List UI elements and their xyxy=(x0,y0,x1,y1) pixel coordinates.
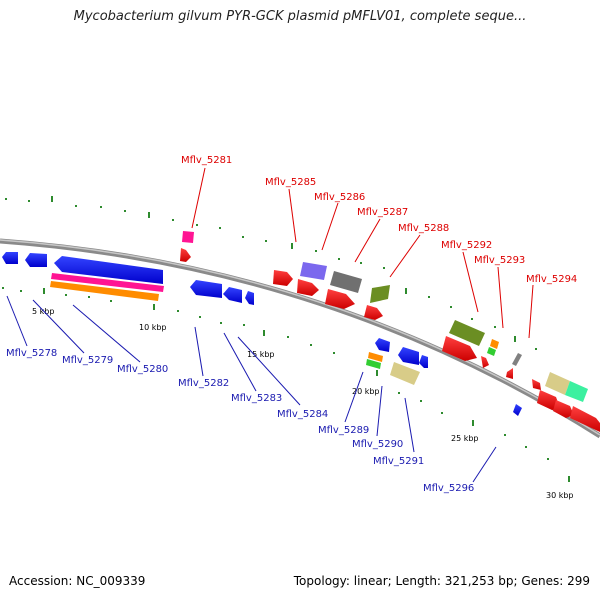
gene-feature[interactable] xyxy=(51,273,164,292)
gene-feature[interactable] xyxy=(54,256,163,284)
gene-label-mflv-5280[interactable]: Mflv_5280 xyxy=(117,364,168,375)
gene-feature[interactable] xyxy=(481,356,489,368)
gene-feature[interactable] xyxy=(300,262,327,280)
tick-label-30: 30 kbp xyxy=(546,491,574,500)
gene-feature[interactable] xyxy=(565,381,588,402)
gene-label-mflv-5289[interactable]: Mflv_5289 xyxy=(318,425,369,436)
gene-feature[interactable] xyxy=(180,248,191,262)
gene-feature[interactable] xyxy=(490,339,499,349)
gene-feature[interactable] xyxy=(545,372,570,395)
forward-genes xyxy=(180,231,600,432)
gene-feature[interactable] xyxy=(364,305,383,320)
gene-label-mflv-5287[interactable]: Mflv_5287 xyxy=(357,207,408,218)
gene-feature[interactable] xyxy=(50,281,159,301)
gene-label-mflv-5278[interactable]: Mflv_5278 xyxy=(6,348,57,359)
gene-label-mflv-5290[interactable]: Mflv_5290 xyxy=(352,439,403,450)
gene-label-mflv-5279[interactable]: Mflv_5279 xyxy=(62,355,113,366)
gene-label-mflv-5282[interactable]: Mflv_5282 xyxy=(178,378,229,389)
gene-feature[interactable] xyxy=(223,287,242,303)
gene-label-mflv-5292[interactable]: Mflv_5292 xyxy=(441,240,492,251)
gene-feature[interactable] xyxy=(570,406,600,432)
tick-label-10: 10 kbp xyxy=(139,323,167,332)
gene-feature[interactable] xyxy=(330,271,362,293)
inner-ticks xyxy=(2,287,570,482)
reverse-genes xyxy=(2,252,522,416)
gene-feature[interactable] xyxy=(419,355,428,368)
gene-label-mflv-5288[interactable]: Mflv_5288 xyxy=(398,223,449,234)
gene-feature[interactable] xyxy=(190,280,222,298)
gene-label-mflv-5296[interactable]: Mflv_5296 xyxy=(423,483,474,494)
gene-feature[interactable] xyxy=(553,400,574,418)
gene-feature[interactable] xyxy=(25,253,47,267)
gene-feature[interactable] xyxy=(513,404,522,416)
gene-label-mflv-5284[interactable]: Mflv_5284 xyxy=(277,409,328,420)
gene-feature[interactable] xyxy=(366,359,381,369)
accession-text: Accession: NC_009339 xyxy=(9,574,146,588)
gene-label-mflv-5281[interactable]: Mflv_5281 xyxy=(181,155,232,166)
gene-feature[interactable] xyxy=(375,338,390,352)
tick-labels: 5 kbp 10 kbp 15 kbp 20 kbp 25 kbp 30 kbp xyxy=(32,307,574,500)
tick-label-5: 5 kbp xyxy=(32,307,54,316)
map-title: Mycobacterium gilvum PYR-GCK plasmid pMF… xyxy=(73,9,527,24)
forward-gene-labels: Mflv_5281 Mflv_5285 Mflv_5286 Mflv_5287 … xyxy=(181,155,577,285)
gene-label-mflv-5286[interactable]: Mflv_5286 xyxy=(314,192,365,203)
gene-feature[interactable] xyxy=(273,270,293,286)
gene-feature[interactable] xyxy=(449,320,485,346)
gene-feature[interactable] xyxy=(487,347,496,356)
gene-feature[interactable] xyxy=(370,285,390,303)
gene-label-mflv-5291[interactable]: Mflv_5291 xyxy=(373,456,424,467)
gene-feature[interactable] xyxy=(512,353,522,366)
gene-feature[interactable] xyxy=(297,279,319,296)
gene-feature[interactable] xyxy=(325,289,355,309)
gene-feature[interactable] xyxy=(506,368,513,379)
reverse-gene-labels: Mflv_5278 Mflv_5279 Mflv_5280 Mflv_5282 … xyxy=(6,348,474,494)
backbone-highlight xyxy=(0,239,600,436)
gene-feature[interactable] xyxy=(390,362,420,385)
gene-label-mflv-5294[interactable]: Mflv_5294 xyxy=(526,274,577,285)
forward-leaders xyxy=(191,167,534,339)
reverse-leaders xyxy=(6,295,497,483)
gene-feature[interactable] xyxy=(442,336,477,361)
gene-label-mflv-5285[interactable]: Mflv_5285 xyxy=(265,177,316,188)
gene-feature[interactable] xyxy=(245,291,254,305)
gene-label-mflv-5293[interactable]: Mflv_5293 xyxy=(474,255,525,266)
gene-feature[interactable] xyxy=(368,352,383,362)
gene-feature[interactable] xyxy=(182,231,194,243)
outer-ticks xyxy=(5,196,537,350)
tick-label-25: 25 kbp xyxy=(451,434,479,443)
gene-feature[interactable] xyxy=(398,347,419,365)
gene-label-mflv-5283[interactable]: Mflv_5283 xyxy=(231,393,282,404)
gene-feature[interactable] xyxy=(537,390,560,410)
backbone-line xyxy=(0,238,600,439)
gene-feature[interactable] xyxy=(532,379,541,390)
tick-label-20: 20 kbp xyxy=(352,387,380,396)
gene-feature[interactable] xyxy=(2,252,18,264)
topology-summary: Topology: linear; Length: 321,253 bp; Ge… xyxy=(293,574,590,588)
tick-label-15: 15 kbp xyxy=(247,350,275,359)
